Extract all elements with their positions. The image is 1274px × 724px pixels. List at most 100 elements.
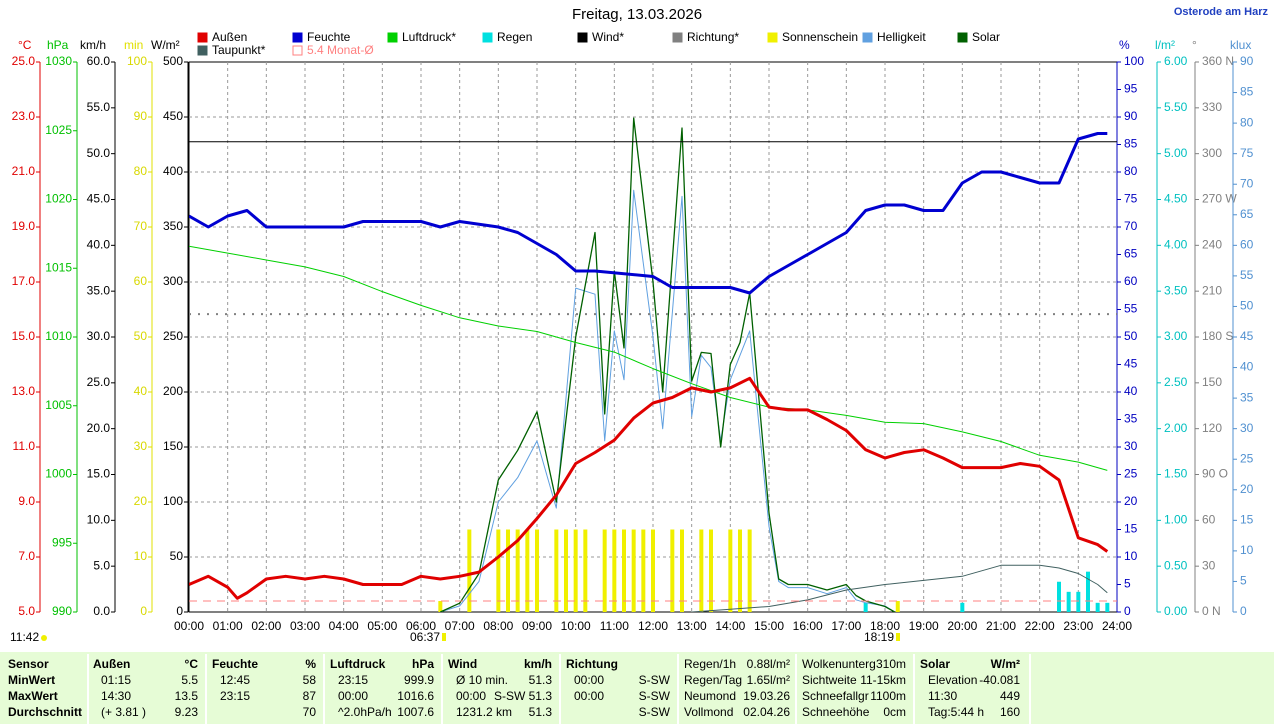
bar — [535, 529, 539, 612]
cell-label: 01:15 — [101, 673, 131, 687]
y-tick-label: 1030 — [45, 54, 72, 68]
cell-value: 160 — [1000, 705, 1020, 719]
x-tick-label: 18:00 — [870, 619, 900, 633]
y-tick-label: 2.00 — [1164, 421, 1188, 435]
y-tick-label: 90 — [1124, 109, 1138, 123]
y-tick-label: 300 — [163, 274, 183, 288]
bar — [602, 529, 607, 612]
y-tick-label: 250 — [163, 329, 183, 343]
bar — [583, 529, 588, 612]
bar — [895, 601, 900, 612]
y-tick-label: 40 — [1124, 384, 1138, 398]
cell-label: Ø 10 min. — [456, 673, 508, 687]
column-header: Solar — [920, 657, 950, 671]
x-tick-label: 16:00 — [793, 619, 823, 633]
y-tick-label: 1025 — [45, 123, 72, 137]
y-tick-label: 100 — [163, 494, 183, 508]
bar — [1086, 571, 1090, 612]
series-line — [440, 117, 896, 612]
x-tick-label: 19:00 — [909, 619, 939, 633]
y-tick-label: 5.50 — [1164, 100, 1188, 114]
location: Osterode am Harz — [1174, 6, 1269, 18]
cell-value: 87 — [303, 689, 317, 703]
y-tick-label: 7.0 — [18, 549, 35, 563]
legend-label: Feuchte — [307, 30, 351, 44]
column-unit: km/h — [524, 657, 552, 671]
axis-unit: min — [124, 38, 143, 52]
y-tick-label: 30.0 — [87, 329, 111, 343]
legend-swatch — [387, 32, 398, 43]
x-tick-label: 15:00 — [754, 619, 784, 633]
cell-value: S-SW 51.3 — [494, 689, 552, 703]
bar — [699, 529, 704, 612]
y-tick-label: 40 — [1240, 360, 1254, 374]
cell-label: 00:00 — [574, 673, 604, 687]
cell-label: Elevation — [928, 673, 977, 687]
y-tick-label: 20.0 — [87, 421, 111, 435]
y-tick-label: 200 — [163, 384, 183, 398]
sun-icon — [41, 635, 47, 641]
legend-label: Helligkeit — [877, 30, 926, 44]
table-background — [0, 652, 1274, 724]
y-tick-label: 0.0 — [93, 604, 110, 618]
y-tick-label: 0 N — [1202, 604, 1221, 618]
y-tick-label: 20 — [134, 494, 148, 508]
sunset-marker — [896, 633, 900, 641]
cell-label: 23:15 — [220, 689, 250, 703]
row-label: Sensor — [8, 657, 49, 671]
cell-value: 449 — [1000, 689, 1020, 703]
bar — [554, 529, 559, 612]
bar — [863, 602, 868, 612]
x-tick-label: 10:00 — [561, 619, 591, 633]
legend-swatch — [577, 32, 588, 43]
y-tick-label: 35.0 — [87, 283, 111, 297]
bar — [680, 529, 684, 612]
y-tick-label: 21.0 — [12, 164, 36, 178]
cell-label: 12:45 — [220, 673, 250, 687]
row-label: Durchschnitt — [8, 705, 82, 719]
bar — [515, 529, 520, 612]
y-tick-label: 40 — [134, 384, 148, 398]
cell-value: 310m — [876, 657, 906, 671]
x-tick-label: 22:00 — [1025, 619, 1055, 633]
y-tick-label: 0 — [1124, 604, 1131, 618]
y-tick-label: 17.0 — [12, 274, 36, 288]
series-line — [690, 564, 1108, 612]
legend-swatch — [957, 32, 968, 43]
y-tick-label: 1005 — [45, 398, 72, 412]
row-label: MinWert — [8, 673, 55, 687]
y-tick-label: 240 — [1202, 238, 1222, 252]
cell-value: 999.9 — [404, 673, 434, 687]
y-tick-label: 330 — [1202, 100, 1222, 114]
y-tick-label: 80 — [1240, 115, 1254, 129]
x-tick-label: 00:00 — [174, 619, 204, 633]
y-tick-label: 25 — [1124, 467, 1138, 481]
y-tick-label: 25.0 — [87, 375, 111, 389]
legend-label: Wind* — [592, 30, 624, 44]
y-tick-label: 60 — [1202, 513, 1216, 527]
cell-value: 1016.6 — [397, 689, 434, 703]
legend-swatch — [292, 32, 303, 43]
y-tick-label: 55 — [1124, 302, 1138, 316]
legend-label: Außen — [212, 30, 247, 44]
y-tick-label: 50 — [170, 549, 184, 563]
cell-label: Wolkenunterg — [802, 657, 876, 671]
column-unit: hPa — [412, 657, 434, 671]
y-tick-label: 350 — [163, 219, 183, 233]
y-tick-label: 4.50 — [1164, 192, 1188, 206]
series-line — [189, 132, 1108, 295]
y-tick-label: 20 — [1240, 482, 1254, 496]
axis-unit: °C — [18, 38, 32, 52]
y-tick-label: 13.0 — [12, 384, 36, 398]
x-tick-label: 11:00 — [600, 619, 629, 633]
y-tick-label: 30 — [1124, 439, 1138, 453]
y-tick-label: 75 — [1124, 192, 1138, 206]
plot-area — [189, 117, 1117, 612]
y-tick-label: 450 — [163, 109, 183, 123]
y-tick-label: 90 O — [1202, 467, 1228, 481]
cell-label: 1231.2 km — [456, 705, 512, 719]
column-unit: W/m² — [991, 657, 1020, 671]
y-tick-label: 0.00 — [1164, 604, 1188, 618]
cell-value: S-SW — [639, 705, 671, 719]
x-tick-label: 01:00 — [213, 619, 243, 633]
